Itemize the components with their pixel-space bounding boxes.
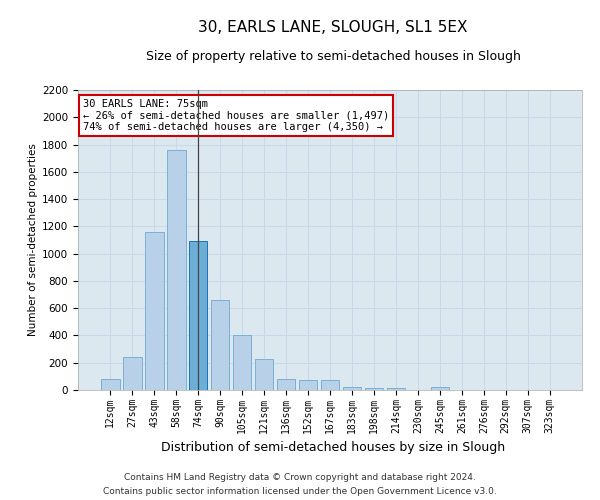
Text: 30 EARLS LANE: 75sqm
← 26% of semi-detached houses are smaller (1,497)
74% of se: 30 EARLS LANE: 75sqm ← 26% of semi-detac… [83,99,389,132]
Bar [386,388,405,390]
Text: Size of property relative to semi-detached houses in Slough: Size of property relative to semi-detach… [146,50,520,63]
Bar [255,358,274,390]
Bar [320,380,340,390]
Bar [123,358,142,390]
Bar [299,380,317,390]
Bar [431,388,449,390]
Text: Contains HM Land Registry data © Crown copyright and database right 2024.: Contains HM Land Registry data © Crown c… [124,473,476,482]
Bar [343,386,361,390]
Bar [167,150,185,390]
Text: Distribution of semi-detached houses by size in Slough: Distribution of semi-detached houses by … [161,441,505,454]
Y-axis label: Number of semi-detached properties: Number of semi-detached properties [28,144,38,336]
Bar [189,242,208,390]
Text: Contains public sector information licensed under the Open Government Licence v3: Contains public sector information licen… [103,486,497,496]
Bar [145,232,164,390]
Bar [233,336,251,390]
Bar [101,379,119,390]
Bar [211,300,229,390]
Bar [277,379,295,390]
Text: 30, EARLS LANE, SLOUGH, SL1 5EX: 30, EARLS LANE, SLOUGH, SL1 5EX [198,20,468,35]
Bar [365,388,383,390]
